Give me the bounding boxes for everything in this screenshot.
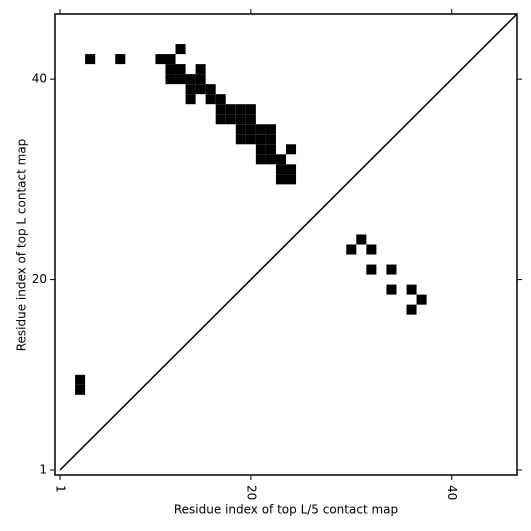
contact-cell [215, 114, 226, 125]
diagonal-line [59, 13, 518, 471]
contact-cell [215, 94, 226, 105]
contact-cell [416, 294, 427, 305]
contact-cell [185, 74, 196, 85]
contact-cell [215, 104, 226, 115]
contact-cell [406, 304, 417, 315]
contact-cell [75, 384, 86, 395]
contact-cell [406, 284, 417, 295]
contact-cell [235, 124, 246, 135]
contact-cell [346, 244, 357, 255]
contact-cell [366, 264, 377, 275]
x-tick-label: 1 [54, 485, 68, 493]
y-tick-label: 40 [32, 72, 47, 86]
contact-cell [75, 374, 86, 385]
contact-cell [255, 134, 266, 145]
contact-cell [85, 54, 96, 65]
contact-cell [265, 144, 276, 155]
contact-cell [155, 54, 166, 65]
contact-cell [386, 284, 397, 295]
contact-cell [255, 124, 266, 135]
contact-cell [245, 104, 256, 115]
contact-cell [195, 84, 206, 95]
contact-cell [175, 64, 186, 75]
contact-cell [225, 114, 236, 125]
contact-cell [185, 84, 196, 95]
contact-cell [245, 114, 256, 125]
contact-cell [235, 104, 246, 115]
contact-cell [245, 124, 256, 135]
contact-cell [275, 164, 286, 175]
contact-cell [225, 104, 236, 115]
x-axis-label: Residue index of top L/5 contact map [174, 503, 398, 517]
contact-cell [255, 144, 266, 155]
contact-cell [165, 54, 176, 65]
contact-cell [286, 164, 297, 175]
contact-cell [185, 94, 196, 105]
contact-cell [235, 134, 246, 145]
contact-cell [205, 94, 216, 105]
contact-cell [255, 154, 266, 165]
contact-cell [275, 174, 286, 185]
contact-cell [245, 134, 256, 145]
contact-cell [275, 154, 286, 165]
y-axis-label: Residue index of top L contact map [15, 139, 29, 352]
contact-cell [195, 74, 206, 85]
contact-cell [205, 84, 216, 95]
contact-cell [286, 144, 297, 155]
plot-frame [54, 13, 518, 476]
contact-cell [366, 244, 377, 255]
contact-cell [235, 114, 246, 125]
contact-cell [265, 124, 276, 135]
x-tick-label: 40 [445, 485, 459, 500]
contact-cell [286, 174, 297, 185]
contact-cell [195, 64, 206, 75]
contact-cell [265, 154, 276, 165]
contact-cell [175, 74, 186, 85]
contact-cell [165, 64, 176, 75]
contact-cell [356, 234, 367, 245]
y-tick-label: 1 [39, 462, 47, 476]
contact-cell [386, 264, 397, 275]
y-tick-label: 20 [32, 272, 47, 286]
contact-cell [265, 134, 276, 145]
contact-cell [175, 44, 186, 55]
contact-cell [115, 54, 126, 65]
x-tick-label: 20 [244, 485, 258, 500]
contact-cell [165, 74, 176, 85]
